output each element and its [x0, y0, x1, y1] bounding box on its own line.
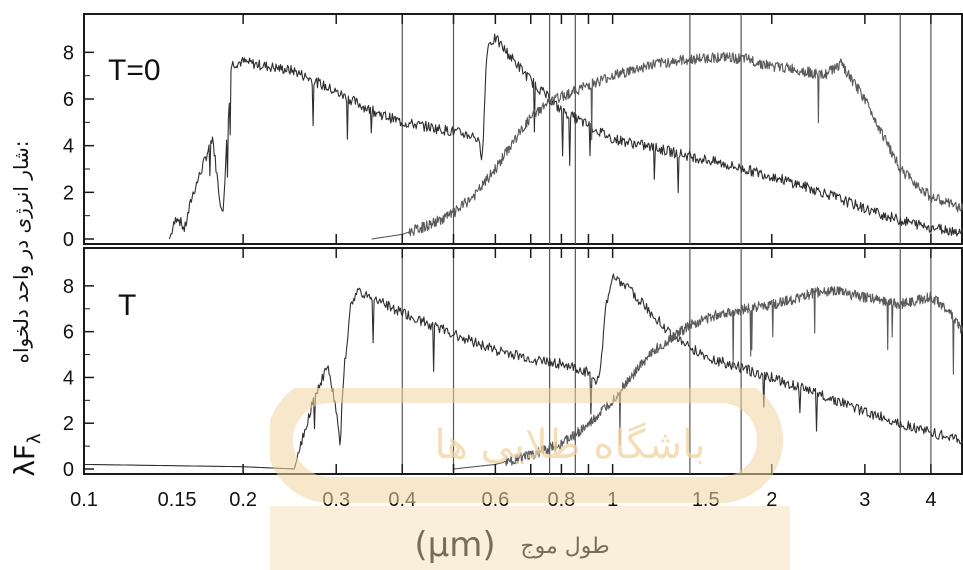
y-axis-title-persian: شار انرژی در واحد دلخواه:: [9, 140, 33, 363]
y-tick-label-bottom-0: 0: [63, 459, 74, 481]
x-tick-label-5: 0.6: [481, 489, 509, 511]
y-tick-label-top-2: 2: [63, 182, 74, 204]
x-axis-title-persian: طول موج: [520, 534, 609, 559]
x-axis-title-unit: (μm): [414, 525, 495, 565]
x-tick-label-7: 1: [607, 489, 618, 511]
panel-label-top: T=0: [108, 54, 161, 87]
series-top-0: [168, 33, 963, 240]
series-bottom-0: [84, 273, 963, 470]
y-tick-label-bottom-2: 2: [63, 413, 74, 435]
y-axis-title: شار انرژی در واحد دلخواه:: [9, 140, 33, 363]
plot-frames: [83, 13, 963, 475]
series-top-1: [371, 51, 963, 240]
ticks-layer: 0 2 4 6 8 0 2 4 6 8 0.1 0.15 0.2 0.3 0.4 0.6 0.8 1 1.5 2 3 4: [63, 14, 936, 511]
x-tick-label-9: 2: [766, 489, 777, 511]
y-tick-label-bottom-6: 6: [63, 322, 74, 344]
y-axis-symbol: λFλ: [8, 433, 45, 477]
x-tick-label-4: 0.4: [388, 489, 416, 511]
series-layer: [84, 33, 963, 470]
y-tick-label-top-0: 0: [63, 229, 74, 251]
panel-label-bottom: T: [118, 289, 136, 322]
x-tick-label-0: 0.1: [70, 489, 98, 511]
x-tick-label-6: 0.8: [548, 489, 576, 511]
y-axis-symbol-sub: λ: [24, 433, 45, 444]
x-tick-label-8: 1.5: [692, 489, 720, 511]
series-bottom-1: [453, 285, 963, 470]
x-tick-label-1: 0.15: [158, 489, 197, 511]
y-tick-label-top-8: 8: [63, 42, 74, 64]
y-tick-label-bottom-8: 8: [63, 276, 74, 298]
y-tick-label-bottom-4: 4: [63, 367, 74, 389]
y-tick-label-top-4: 4: [63, 136, 74, 158]
svg-text:λFλ: λFλ: [8, 433, 45, 477]
x-tick-label-11: 4: [925, 489, 936, 511]
panel-frame-top: [83, 13, 963, 245]
x-tick-label-2: 0.2: [229, 489, 257, 511]
x-tick-label-3: 0.3: [322, 489, 350, 511]
y-tick-label-top-6: 6: [63, 89, 74, 111]
y-axis-symbol-main: λF: [8, 444, 41, 477]
panel-frame-bottom: [83, 247, 963, 475]
x-tick-label-10: 3: [859, 489, 870, 511]
